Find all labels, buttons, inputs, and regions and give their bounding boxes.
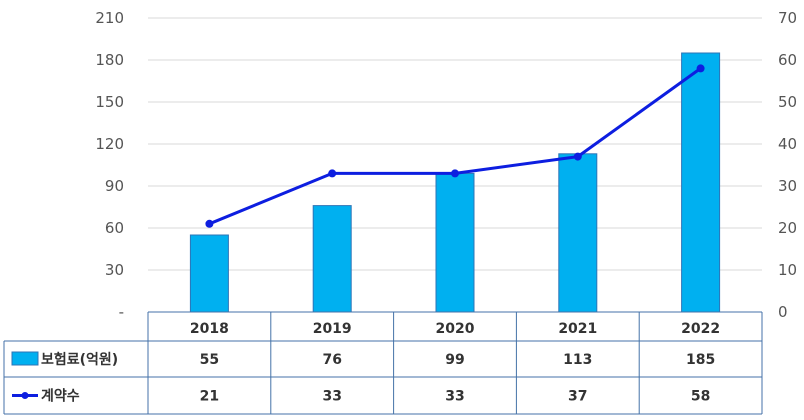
left-tick-label: 120	[95, 135, 124, 153]
left-tick-label: -	[119, 303, 124, 321]
data-table: 2018 2019 2020 2021 2022 보험료(억원) 55 76 99 113 185 계…	[3, 311, 763, 415]
bar	[681, 52, 721, 313]
data-label: 76	[322, 352, 341, 368]
category-label: 2020	[436, 321, 475, 337]
data-label: 55	[200, 352, 219, 368]
data-label: 99	[445, 352, 464, 368]
data-label: 185	[686, 352, 715, 368]
legend-key-marker	[21, 392, 29, 399]
right-tick-label: 30	[778, 177, 797, 195]
left-tick-label: 90	[105, 177, 124, 195]
line-point	[205, 219, 214, 228]
right-axis: 0 10 20 30 40 50 60 70	[778, 9, 797, 321]
line-point	[573, 152, 582, 161]
line-point	[696, 64, 705, 73]
data-label: 21	[200, 389, 219, 405]
legend-key-bar	[11, 351, 39, 366]
bar	[558, 153, 598, 313]
category-label: 2021	[558, 321, 597, 337]
right-tick-label: 40	[778, 135, 797, 153]
category-label: 2022	[681, 321, 720, 337]
category-label: 2019	[313, 321, 352, 337]
legend-label: 계약수	[41, 388, 80, 405]
category-label: 2018	[190, 321, 229, 337]
left-tick-label: 210	[95, 9, 124, 27]
left-axis: - 30 60 90 120 150 180 210	[95, 9, 124, 321]
bar	[312, 205, 352, 313]
right-tick-label: 50	[778, 93, 797, 111]
left-tick-label: 60	[105, 219, 124, 237]
line-series	[205, 64, 705, 228]
right-tick-label: 60	[778, 51, 797, 69]
left-tick-label: 30	[105, 261, 124, 279]
left-tick-label: 150	[95, 93, 124, 111]
bar	[189, 234, 229, 313]
legend-label: 보험료(억원)	[41, 351, 118, 368]
line-point	[451, 169, 459, 178]
right-tick-label: 70	[778, 9, 797, 27]
data-label: 113	[563, 352, 592, 368]
right-tick-label: 0	[778, 303, 788, 321]
right-tick-label: 20	[778, 219, 797, 237]
line-point	[328, 169, 337, 178]
right-tick-label: 10	[778, 261, 797, 279]
left-tick-label: 180	[95, 51, 124, 69]
bar-series	[189, 52, 721, 313]
data-label: 58	[691, 389, 710, 405]
bar	[435, 172, 475, 313]
data-label: 37	[568, 389, 587, 405]
data-label: 33	[322, 389, 341, 405]
data-label: 33	[445, 389, 464, 405]
